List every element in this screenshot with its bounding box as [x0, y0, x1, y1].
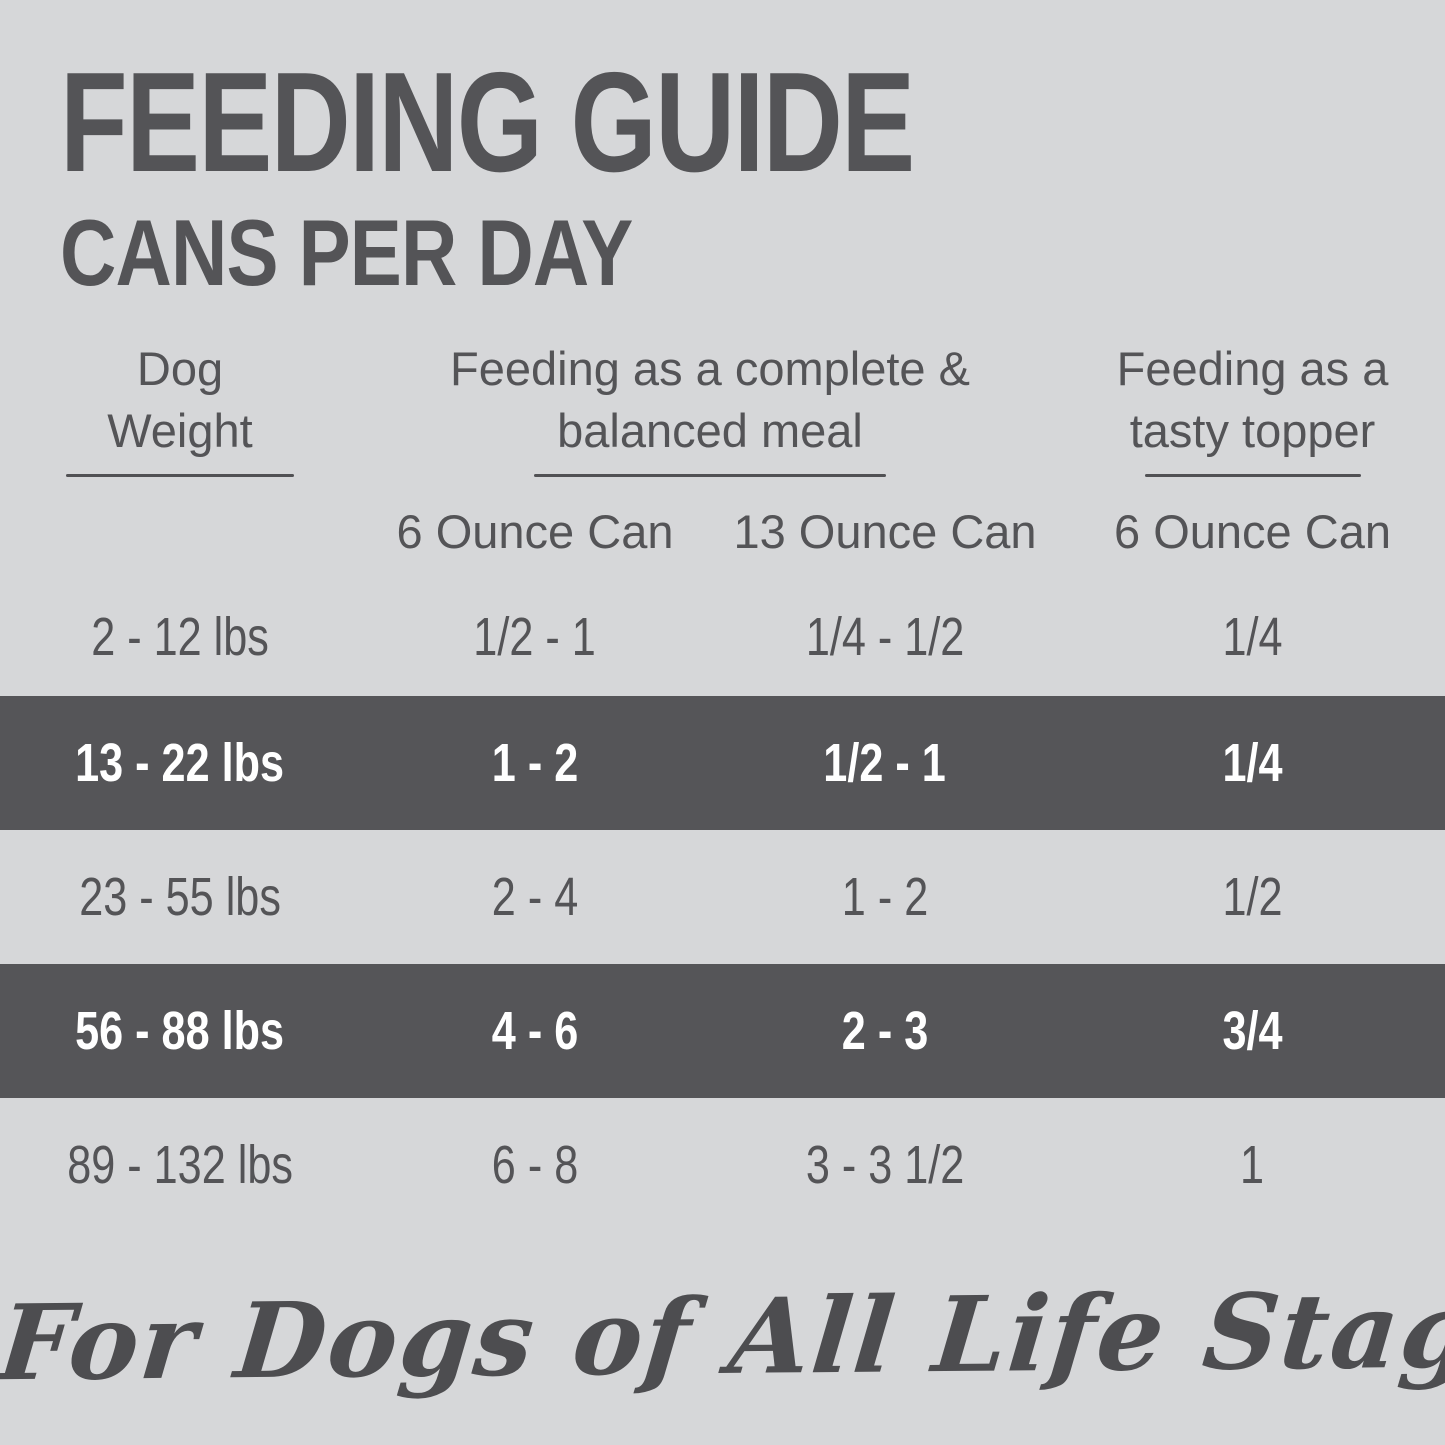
table-row: 56 - 88 lbs 4 - 6 2 - 3 3/4 [0, 964, 1445, 1098]
cell-topper-6oz: 1/4 [1222, 607, 1283, 667]
cell-meal-6oz: 4 - 6 [491, 1001, 579, 1061]
table-row: 13 - 22 lbs 1 - 2 1/2 - 1 1/4 [0, 696, 1445, 830]
cell-meal-6oz: 1/2 - 1 [473, 607, 597, 667]
cell-topper-6oz: 3/4 [1222, 1001, 1283, 1061]
column-group-dog-weight: Dog Weight [0, 338, 360, 477]
cell-topper-6oz: 1 [1240, 1135, 1265, 1195]
cell-weight: 13 - 22 lbs [75, 733, 285, 793]
column-group-tasty-topper: Feeding as a tasty topper [1060, 338, 1445, 477]
subheader-topper-6oz: 6 Ounce Can [1114, 505, 1391, 558]
header-underline [1144, 474, 1361, 477]
cell-meal-13oz: 3 - 3 1/2 [805, 1135, 965, 1195]
cell-meal-6oz: 2 - 4 [491, 867, 579, 927]
table-body: 2 - 12 lbs 1/2 - 1 1/4 - 1/2 1/4 13 - 22 lbs… [0, 578, 1445, 1232]
cell-weight: 23 - 55 lbs [79, 867, 281, 927]
cell-meal-13oz: 1/4 - 1/2 [805, 607, 965, 667]
column-group-label: Feeding as a tasty topper [1116, 342, 1389, 457]
cell-meal-13oz: 2 - 3 [841, 1001, 929, 1061]
page-title: FEEDING GUIDE [60, 43, 915, 202]
subheader-meal-13oz: 13 Ounce Can [733, 505, 1037, 558]
table-row: 23 - 55 lbs 2 - 4 1 - 2 1/2 [0, 830, 1445, 964]
table-subheaders: 6 Ounce Can 13 Ounce Can 6 Ounce Can [0, 502, 1445, 562]
subheader-spacer [0, 502, 360, 562]
page-subtitle: CANS PER DAY [60, 200, 633, 305]
cell-meal-6oz: 1 - 2 [491, 733, 579, 793]
column-group-label: Feeding as a complete & balanced meal [450, 342, 970, 457]
cell-weight: 2 - 12 lbs [91, 607, 269, 667]
cell-topper-6oz: 1/2 [1222, 867, 1283, 927]
table-header-groups: Dog Weight Feeding as a complete & balan… [0, 338, 1445, 477]
subheader-meal-6oz: 6 Ounce Can [396, 505, 674, 558]
cell-meal-6oz: 6 - 8 [491, 1135, 579, 1195]
tagline-script: For Dogs of All Life Stages [0, 1267, 1445, 1405]
cell-topper-6oz: 1/4 [1222, 733, 1283, 793]
header-underline [534, 474, 886, 477]
column-group-label: Dog Weight [107, 342, 253, 457]
table-row: 89 - 132 lbs 6 - 8 3 - 3 1/2 1 [0, 1098, 1445, 1232]
cell-meal-13oz: 1/2 - 1 [823, 733, 947, 793]
cell-weight: 56 - 88 lbs [75, 1001, 285, 1061]
table-row: 2 - 12 lbs 1/2 - 1 1/4 - 1/2 1/4 [0, 578, 1445, 696]
header-underline [66, 474, 294, 477]
cell-weight: 89 - 132 lbs [67, 1135, 293, 1195]
cell-meal-13oz: 1 - 2 [841, 867, 929, 927]
column-group-complete-meal: Feeding as a complete & balanced meal [360, 338, 1060, 477]
